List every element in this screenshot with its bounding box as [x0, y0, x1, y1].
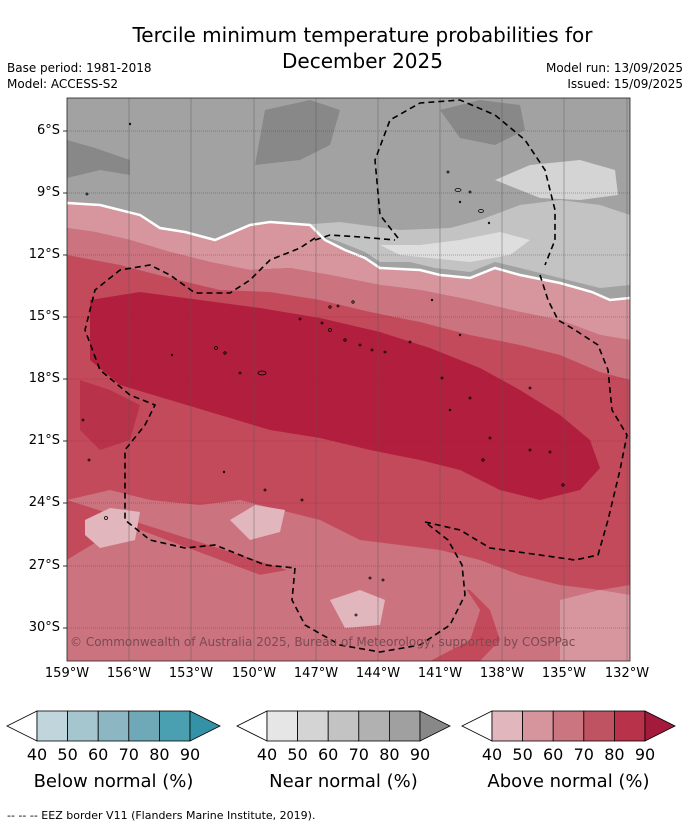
- colorbar-below-swatch: [36, 710, 69, 742]
- colorbar-near-swatch: [358, 710, 390, 742]
- colorbar-near-swatch: [266, 710, 299, 742]
- lat-label: 18°S: [28, 371, 60, 386]
- near-normal-dark-patch: [67, 140, 130, 178]
- tick-label: 50: [512, 745, 533, 764]
- above-normal-south-light: [560, 590, 630, 661]
- colorbar-below-swatch: [158, 710, 191, 742]
- lon-label: 138°W: [479, 666, 525, 681]
- colorbar-near-swatch: [327, 710, 360, 742]
- left-metadata: Base period: 1981-2018 Model: ACCESS-S2: [7, 60, 152, 92]
- above-normal-south-lightest: [230, 505, 285, 540]
- near-normal-label: Near normal (%): [269, 771, 418, 792]
- lon-label: 153°W: [168, 666, 214, 681]
- eez-border: [291, 521, 466, 653]
- tick-label: 80: [379, 745, 400, 764]
- lat-label: 27°S: [28, 558, 60, 573]
- lon-label: 132°W: [604, 666, 650, 681]
- tick-label: 40: [481, 745, 503, 764]
- colorbar-below-swatch: [128, 710, 160, 742]
- eez-border: [424, 274, 628, 561]
- eez-border: [84, 237, 316, 569]
- lat-label: 6°S: [36, 123, 60, 138]
- lon-label: 144°W: [355, 666, 401, 681]
- islands: [81, 122, 565, 617]
- near-normal-lightest-patch: [380, 232, 530, 262]
- tick-label: 70: [118, 745, 139, 764]
- lat-label: 24°S: [28, 495, 60, 510]
- colorbar-below-swatch: [97, 710, 130, 742]
- lon-label: 159°W: [44, 666, 90, 681]
- colorbar-near-swatch: [297, 710, 329, 742]
- tick-label: 90: [179, 745, 201, 764]
- map-frame: [66, 97, 631, 662]
- eez-border: [374, 99, 556, 266]
- colorbar-below-swatch: [67, 710, 99, 742]
- lat-label: 30°S: [28, 620, 60, 635]
- right-metadata: Model run: 13/09/2025 Issued: 15/09/2025: [546, 60, 683, 92]
- above-normal-south-mid: [67, 490, 630, 661]
- tick-label: 70: [348, 745, 369, 764]
- above-normal-label: Above normal (%): [487, 771, 650, 792]
- map-title: Tercile minimum temperature probabilitie…: [80, 22, 645, 74]
- tick-label: 60: [318, 745, 339, 764]
- colorbar-above-swatch: [583, 710, 615, 742]
- colorbar-above-swatch: [614, 710, 646, 742]
- lon-label: 150°W: [231, 666, 277, 681]
- tick-label: 60: [88, 745, 109, 764]
- near-normal-light-patch: [495, 160, 618, 200]
- map-field: © Commonwealth of Australia 2025, Bureau…: [67, 98, 630, 661]
- model-run: Model run: 13/09/2025: [545, 61, 683, 75]
- colorbar-below: [6, 710, 221, 742]
- tick-label: 90: [409, 745, 431, 764]
- lon-label: 147°W: [293, 666, 339, 681]
- tick-label: 50: [287, 745, 308, 764]
- title-line-1: Tercile minimum temperature probabilitie…: [132, 23, 593, 47]
- lon-label: 135°W: [541, 666, 587, 681]
- above-normal-core: [80, 380, 140, 450]
- tick-label: 80: [149, 745, 170, 764]
- title-line-2: December 2025: [282, 49, 443, 73]
- lat-label: 15°S: [28, 309, 60, 324]
- colorbar-above-swatch: [552, 710, 585, 742]
- colorbar-above-swatch: [522, 710, 554, 742]
- grid-lines: [128, 98, 628, 661]
- above-normal-band-light: [67, 200, 630, 340]
- above-normal-south-lightest: [85, 508, 140, 548]
- near-normal-dark-patch: [255, 100, 340, 165]
- eez-border: [314, 234, 396, 241]
- colorbar-above: [461, 710, 676, 742]
- lat-label: 12°S: [28, 247, 60, 262]
- lon-label: 156°W: [106, 666, 152, 681]
- tick-label: 60: [543, 745, 564, 764]
- colorbar-near: [236, 710, 451, 742]
- issued-date: Issued: 15/09/2025: [567, 77, 683, 91]
- colorbar-above-swatch: [491, 710, 524, 742]
- colorbar-near-swatch: [388, 710, 421, 742]
- near-normal-dark-patch: [440, 100, 525, 145]
- axis-ticks: [63, 130, 67, 629]
- eez-footnote: -- -- -- EEZ border V11 (Flanders Marine…: [7, 809, 316, 822]
- base-period: Base period: 1981-2018: [7, 61, 152, 75]
- above-normal-south-lightest: [330, 590, 385, 628]
- lat-label: 9°S: [36, 185, 60, 200]
- tick-label: 50: [57, 745, 78, 764]
- tick-label: 70: [573, 745, 594, 764]
- tick-label: 40: [26, 745, 48, 764]
- above-normal-band-mid: [67, 228, 630, 380]
- above-normal-core: [90, 292, 600, 500]
- tick-label: 90: [634, 745, 656, 764]
- tick-label: 40: [256, 745, 278, 764]
- lon-label: 141°W: [417, 666, 463, 681]
- below-normal-label: Below normal (%): [33, 771, 194, 792]
- model-name: Model: ACCESS-S2: [7, 77, 119, 91]
- category-boundary: [67, 201, 630, 302]
- tick-label: 80: [604, 745, 625, 764]
- copyright-notice: © Commonwealth of Australia 2025, Bureau…: [70, 635, 575, 649]
- lat-label: 21°S: [28, 433, 60, 448]
